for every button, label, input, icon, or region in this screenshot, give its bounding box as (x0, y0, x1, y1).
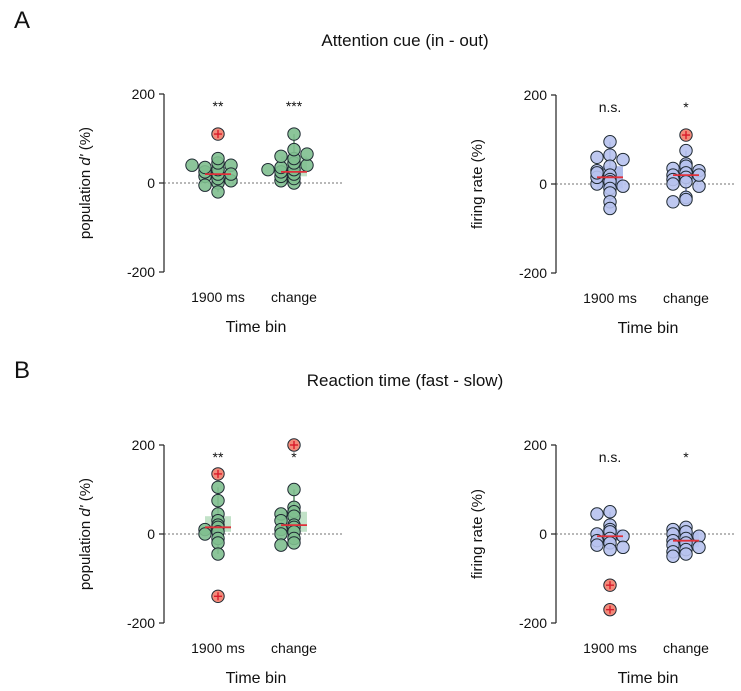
y-axis-label: firing rate (%) (469, 139, 486, 229)
y-tick-label: -200 (519, 265, 547, 281)
data-point (590, 150, 604, 165)
y-tick-label: 200 (132, 437, 156, 453)
data-point (590, 166, 604, 180)
y-tick-label: 0 (147, 526, 155, 542)
y-tick-label: -200 (127, 615, 155, 631)
data-point (185, 158, 199, 172)
data-point (666, 195, 680, 209)
data-point (261, 162, 275, 177)
data-point (679, 175, 693, 189)
data-point (616, 152, 630, 167)
x-tick-label: change (271, 289, 317, 305)
y-tick-label: 0 (147, 175, 155, 191)
data-point (211, 480, 225, 494)
x-tick-label: 1900 ms (583, 290, 637, 306)
data-point (211, 493, 225, 508)
panel-label: B (14, 357, 30, 384)
data-point (211, 185, 225, 199)
data-point (692, 179, 706, 193)
data-point (274, 538, 288, 552)
x-axis-label: Time bin (618, 670, 679, 686)
y-tick-label: 200 (524, 87, 548, 103)
x-axis-label: Time bin (618, 320, 679, 337)
x-tick-label: change (663, 290, 709, 306)
data-point (211, 547, 225, 561)
data-point (666, 549, 680, 563)
x-tick-label: change (271, 640, 317, 656)
y-axis-label-text: firing rate (%) (469, 489, 486, 579)
panel-title: Reaction time (fast - slow) (307, 371, 504, 390)
data-point (692, 540, 706, 555)
data-point (274, 149, 288, 164)
data-point (287, 127, 301, 141)
y-axis-label-text: population (77, 166, 94, 239)
data-point (616, 179, 630, 193)
y-axis-label-text: firing rate (%) (469, 139, 486, 229)
data-point (211, 151, 225, 166)
y-tick-label: 0 (539, 176, 547, 192)
data-point (590, 538, 604, 552)
data-point (603, 148, 617, 162)
significance-label: n.s. (599, 449, 622, 465)
data-point (616, 540, 630, 555)
panel-title: Attention cue (in - out) (321, 31, 488, 50)
significance-label: *** (286, 98, 303, 114)
x-tick-label: 1900 ms (191, 640, 245, 656)
y-axis-label-text: population (77, 517, 94, 590)
y-tick-label: 0 (539, 526, 547, 542)
data-point (300, 158, 314, 172)
significance-label: ** (213, 449, 224, 465)
data-point (679, 143, 693, 158)
data-point (603, 505, 617, 519)
x-axis-label: Time bin (226, 319, 287, 336)
significance-label: * (683, 99, 689, 115)
y-tick-label: 200 (132, 86, 156, 102)
data-point (300, 147, 314, 161)
x-tick-label: 1900 ms (191, 289, 245, 305)
y-axis-label-unit: (%) (77, 478, 94, 506)
y-tick-label: -200 (519, 615, 547, 631)
y-axis-label: population d' (%) (77, 127, 94, 239)
data-point (287, 536, 301, 550)
data-point (198, 178, 212, 192)
significance-label: ** (213, 98, 224, 114)
x-axis-label: Time bin (226, 670, 287, 686)
data-point (679, 547, 693, 561)
data-point (198, 160, 212, 175)
data-point (198, 527, 212, 541)
x-tick-label: 1900 ms (583, 640, 637, 656)
y-axis-label-italic: d' (77, 504, 94, 516)
y-axis-label-unit: (%) (77, 127, 94, 155)
panel-label: A (14, 7, 30, 34)
x-tick-label: change (663, 640, 709, 656)
significance-label: * (291, 449, 297, 465)
data-point (287, 142, 301, 157)
data-point (603, 542, 617, 557)
significance-label: n.s. (599, 99, 622, 115)
y-axis-label: population d' (%) (77, 478, 94, 590)
data-point (274, 527, 288, 541)
data-point (590, 507, 604, 521)
data-point (603, 201, 617, 216)
y-axis-label-italic: d' (77, 153, 94, 165)
data-point (679, 192, 693, 207)
y-tick-label: 200 (524, 437, 548, 453)
data-point (211, 536, 225, 550)
data-point (666, 177, 680, 191)
data-point (287, 482, 301, 497)
y-axis-label: firing rate (%) (469, 489, 486, 579)
y-tick-label: -200 (127, 264, 155, 280)
significance-label: * (683, 449, 689, 465)
data-point (603, 135, 617, 149)
